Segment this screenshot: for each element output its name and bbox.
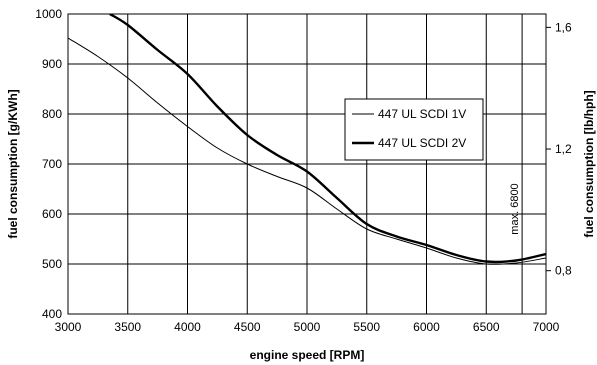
legend-label-1v: 447 UL SCDI 1V [378,107,466,121]
secondary-y-tick-label: 1,2 [555,142,572,156]
x-tick-label: 6500 [473,320,500,334]
x-axis-label: engine speed [RPM] [250,348,365,362]
grid [67,13,547,315]
y-tick-label: 600 [42,207,62,221]
y-tick-label: 400 [42,307,62,321]
y-tick-label: 500 [42,257,62,271]
x-tick-label: 5500 [353,320,380,334]
secondary-y-axis-label: fuel consumption [lb/hph] [582,90,596,237]
y-tick-label: 800 [42,107,62,121]
y-tick-label: 700 [42,157,62,171]
series-line-447-ul-scdi-2v [109,14,546,264]
x-tick-label: 6000 [413,320,440,334]
y-axis-label: fuel consumption [g/KWh] [6,89,20,238]
x-axis-ticks: 3000 3500 4000 4500 5000 5500 6000 6500 7000 [55,320,560,334]
x-tick-label: 7000 [533,320,560,334]
y-tick-label: 1000 [35,7,62,21]
x-tick-label: 3500 [114,320,141,334]
legend-box [344,98,484,161]
secondary-y-tick-label: 0,8 [555,264,572,278]
series-line-447-ul-scdi-1v [68,37,546,265]
secondary-y-axis-ticks: 0,8 1,2 1,6 [546,20,572,278]
secondary-y-tick-label: 1,6 [555,20,572,34]
x-tick-label: 4500 [234,320,261,334]
x-tick-label: 5000 [294,320,321,334]
plot-area-frame [67,13,547,315]
series-lines [68,14,546,265]
x-tick-label: 4000 [174,320,201,334]
y-tick-label: 900 [42,57,62,71]
max-rpm-annotation: max. 6800 [509,183,521,234]
legend-label-2v: 447 UL SCDI 2V [378,136,466,150]
y-axis-ticks: 400 500 600 700 800 900 1000 [35,7,62,321]
legend: 447 UL SCDI 1V 447 UL SCDI 2V [344,98,484,161]
x-tick-label: 3000 [55,320,82,334]
